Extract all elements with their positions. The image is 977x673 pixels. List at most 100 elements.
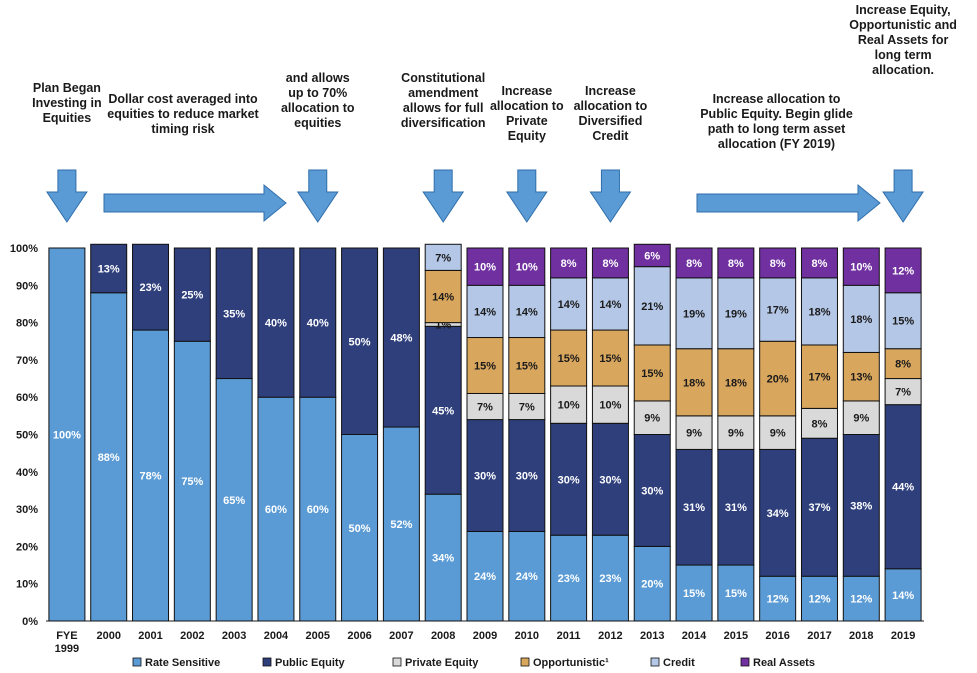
data-label: 12% [850,594,872,606]
y-tick-label: 60% [16,392,38,404]
data-label: 9% [853,413,869,425]
data-label: 6% [644,250,660,262]
data-label: 65% [223,495,245,507]
data-label: 24% [474,571,496,583]
x-tick-label: 2001 [138,630,162,642]
bar-segment-real-assets [800,247,838,279]
bar-segment-rate-sensitive [341,434,379,622]
annotation-text: Constitutional amendment allows for full di… [401,71,486,130]
data-label: 8% [728,258,744,270]
data-label: 13% [98,264,120,276]
legend-swatch [650,657,660,667]
bar-segment-rate-sensitive [675,564,713,622]
data-label: 30% [641,485,663,497]
annotation-text: Increase allocation to Public Equity. Beg… [700,92,853,151]
bar-segment-real-assets [466,247,504,286]
bar-segment-real-assets [675,247,713,279]
bar-segment-credit [842,284,880,353]
legend-label: Public Equity [275,657,346,669]
bar-segment-private-equity [633,400,671,435]
x-tick-label: 2010 [515,630,539,642]
data-label: 60% [307,504,329,516]
bar-segment-credit [550,277,588,331]
down-arrow-icon [422,169,465,223]
data-label: 50% [349,523,371,535]
bar-segment-opportunistic [633,344,671,402]
legend-swatch [392,657,402,667]
bar-segment-real-assets [842,247,880,286]
bar-segment-public-equity [591,422,629,536]
data-label: 10% [516,262,538,274]
annotation-text: Increase allocation to Diversified Credit [574,84,648,143]
bar-segment-credit [884,292,922,350]
bar-segment-rate-sensitive [382,426,420,622]
data-label: 14% [474,306,496,318]
bar-segment-opportunistic [466,337,504,394]
data-label: 14% [516,306,538,318]
bar-segment-opportunistic [759,340,797,417]
down-arrow-icon [505,169,548,223]
bar-segment-public-equity [299,247,337,398]
bar-segment-private-equity [675,415,713,450]
y-tick-label: 70% [16,355,38,367]
data-label: 78% [140,471,162,483]
bar-segment-credit [675,277,713,350]
y-tick-label: 80% [16,318,38,330]
data-label: 8% [561,258,577,270]
x-tick-label: 2016 [765,630,789,642]
data-label: 9% [686,428,702,440]
data-label: 45% [432,405,454,417]
y-axis: 0% 10% 20% 30% 40% 50% 60% 70% 80% 90% 100% [10,243,924,628]
data-label: 15% [892,316,914,328]
legend-label: Rate Sensitive [145,657,220,669]
bar-segment-credit [591,277,629,331]
data-label: 23% [599,573,621,585]
annotation-text: Increase allocation to Private Equity [490,84,564,143]
bar-segment-rate-sensitive [550,534,588,622]
data-label: 15% [599,353,621,365]
x-tick-label: 2014 [682,630,707,642]
legend-label: Opportunistic¹ [533,657,609,669]
data-label: 20% [641,579,663,591]
data-label: 7% [435,252,451,264]
y-tick-label: 0% [22,616,38,628]
bar-segment-private-equity [800,407,838,439]
right-arrow-icon [103,183,287,223]
bar-segment-rate-sensitive [424,493,462,622]
x-tick-label: 2019 [891,630,915,642]
bar-segment-opportunistic [717,348,755,417]
bar-segment-public-equity [424,325,462,495]
data-label: 8% [895,359,911,371]
bar-segment-real-assets [550,247,588,279]
data-label: 10% [558,400,580,412]
down-arrow-icon [296,169,339,223]
data-label: 88% [98,452,120,464]
legend: Rate Sensitive Public Equity Private Equit… [132,657,815,669]
bar-segment-credit [759,277,797,342]
data-label: 25% [181,290,203,302]
bar-segment-opportunistic [591,329,629,387]
bar-segment-private-equity [466,392,504,421]
bar-segment-credit [466,284,504,339]
data-label: 14% [558,299,580,311]
bar-segment-public-equity [173,247,211,342]
data-label: 9% [770,428,786,440]
data-label: 44% [892,482,914,494]
x-tick-label: 2018 [849,630,873,642]
bar-segment-credit [633,266,671,346]
down-arrow-icon [589,169,632,223]
data-label: 15% [558,353,580,365]
data-label: 9% [728,428,744,440]
y-tick-label: 20% [16,541,38,553]
annotation-text: Plan Began Investing in Equities [32,81,101,125]
data-label: 30% [474,471,496,483]
data-label: 8% [812,418,828,430]
bar-segment-public-equity [132,243,170,331]
bar-segment-credit [800,277,838,346]
bars: 100% 88% 13% 78% 23% 75% 25% 65% 35% 60% 40% 60% 40%… [48,243,922,622]
bar-segment-rate-sensitive [800,575,838,622]
data-label: 15% [683,588,705,600]
data-label: 38% [850,500,872,512]
data-label: 75% [181,476,203,488]
bar-segment-public-equity [884,404,922,570]
